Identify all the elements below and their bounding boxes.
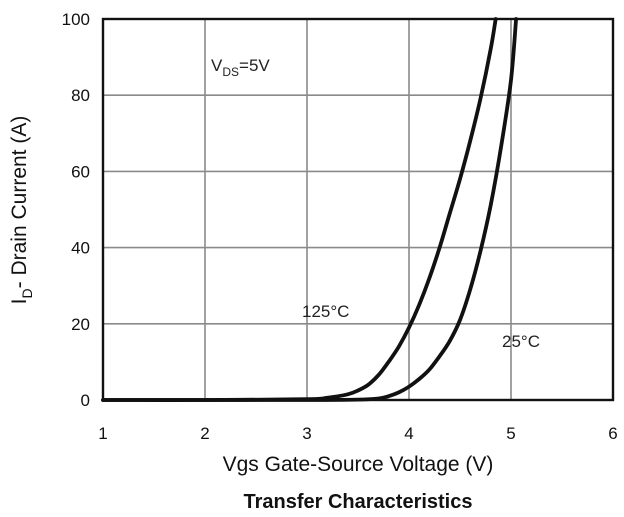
y-tick-label: 20: [71, 315, 90, 334]
vds-annotation-sub: DS: [222, 65, 239, 79]
y-tick-label: 40: [71, 239, 90, 258]
x-tick-label: 1: [98, 424, 107, 443]
x-tick-label: 2: [200, 424, 209, 443]
y-tick-label: 60: [71, 162, 90, 181]
y-tick-label: 80: [71, 86, 90, 105]
x-tick-label: 5: [506, 424, 515, 443]
series-label-125c: 125°C: [302, 302, 349, 321]
y-axis-title-sub: D: [19, 288, 35, 298]
series-label-25c: 25°C: [502, 332, 540, 351]
x-tick-label: 3: [302, 424, 311, 443]
x-axis-title: Vgs Gate-Source Voltage (V): [223, 453, 494, 476]
series-line-25c: [101, 17, 518, 402]
vds-annotation-rest: =5V: [239, 56, 270, 75]
vds-annotation: VDS=5V: [211, 56, 270, 79]
y-tick-label: 100: [62, 10, 90, 29]
y-tick-labels: 0 20 40 60 80 100: [62, 10, 90, 410]
x-tick-label: 6: [608, 424, 617, 443]
x-tick-labels: 1 2 3 4 5 6: [98, 424, 617, 443]
series-curves: [101, 17, 518, 402]
y-axis-title: ID- Drain Current (A): [8, 116, 35, 305]
vds-annotation-main: V: [211, 56, 223, 75]
x-tick-label: 4: [404, 424, 413, 443]
y-axis-title-main: I: [8, 298, 31, 304]
chart-title: Transfer Characteristics: [243, 491, 472, 513]
plot-frame: [101, 17, 615, 402]
y-tick-label: 0: [81, 391, 90, 410]
series-line-125c: [101, 17, 498, 402]
y-axis-title-rest: - Drain Current (A): [8, 116, 31, 289]
